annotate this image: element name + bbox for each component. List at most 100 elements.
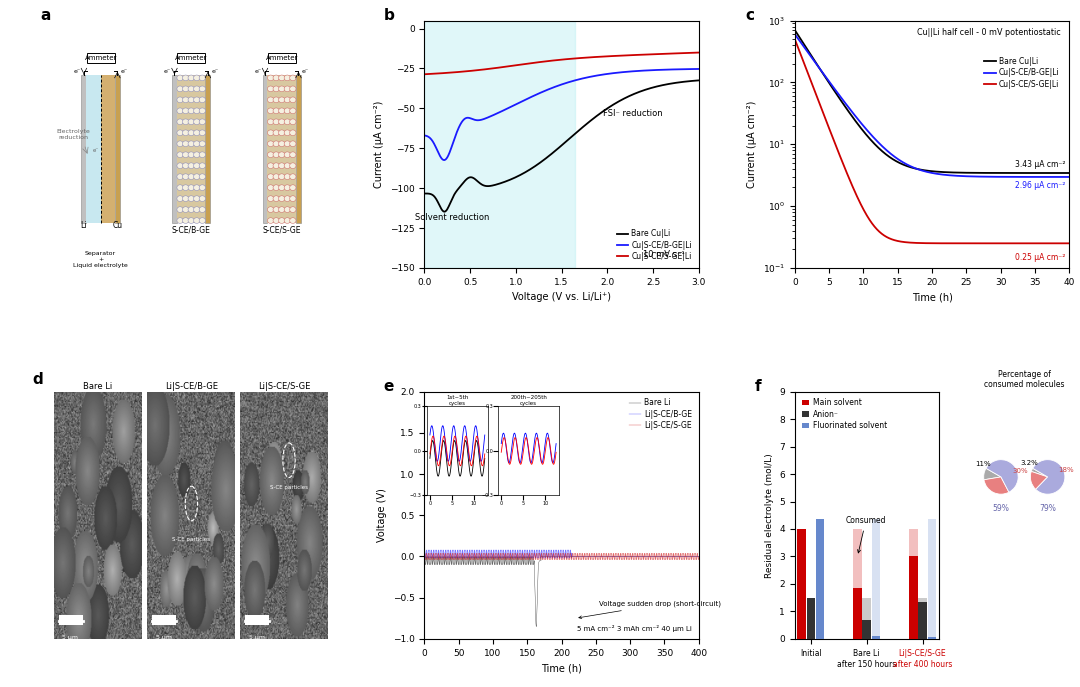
Legend: Main solvent, Anion⁻, Fluorinated solvent: Main solvent, Anion⁻, Fluorinated solven… <box>798 396 891 433</box>
Cu|S-CE/B-GE|Li <box>955 172 968 180</box>
Circle shape <box>279 86 285 91</box>
Bare Cu|Li <box>467 174 480 182</box>
Cu|S-CE/S-GE|Li <box>1025 239 1038 247</box>
Circle shape <box>279 108 285 113</box>
Line: Bare Cu|Li: Bare Cu|Li <box>795 30 1069 173</box>
Bare Li <box>535 552 548 561</box>
Circle shape <box>199 174 205 179</box>
Circle shape <box>193 141 200 146</box>
Circle shape <box>289 185 296 190</box>
Circle shape <box>279 75 285 80</box>
Circle shape <box>199 196 205 201</box>
Circle shape <box>284 86 291 91</box>
Circle shape <box>188 185 194 190</box>
Cu|S-CE/S-GE|Li <box>418 70 431 78</box>
Circle shape <box>193 130 200 135</box>
Cu|S-CE/S-GE|Li <box>580 54 593 62</box>
Bare Cu|Li <box>542 152 555 160</box>
Bare Cu|Li <box>489 181 502 189</box>
Circle shape <box>279 130 285 135</box>
Line: Cu|S-CE/S-GE|Li: Cu|S-CE/S-GE|Li <box>795 39 1069 243</box>
Text: S-CE/B-GE: S-CE/B-GE <box>172 225 211 234</box>
Circle shape <box>289 174 296 179</box>
Li|S-CE/S-GE <box>662 550 675 559</box>
Li|S-CE/B-GE <box>636 552 649 561</box>
Circle shape <box>289 218 296 223</box>
Circle shape <box>279 152 285 157</box>
Circle shape <box>188 97 194 102</box>
Title: Bare Li: Bare Li <box>83 382 112 391</box>
Circle shape <box>279 185 285 190</box>
Text: e⁻: e⁻ <box>93 148 98 153</box>
Bar <box>928 637 936 639</box>
Circle shape <box>193 152 200 157</box>
Li|S-CE/S-GE <box>643 549 656 557</box>
Y-axis label: Current (μA cm⁻²): Current (μA cm⁻²) <box>747 100 757 188</box>
Bar <box>928 519 936 639</box>
Text: e⁻: e⁻ <box>164 69 171 74</box>
Circle shape <box>199 141 205 146</box>
Circle shape <box>193 86 200 91</box>
Circle shape <box>177 196 184 201</box>
Circle shape <box>273 218 280 223</box>
Cu|S-CE/S-GE|Li <box>955 239 968 247</box>
Bare Cu|Li <box>955 168 968 177</box>
Line: Cu|S-CE/B-GE|Li: Cu|S-CE/B-GE|Li <box>795 34 1069 177</box>
Text: 10 mV s⁻¹: 10 mV s⁻¹ <box>644 250 685 259</box>
Circle shape <box>177 141 184 146</box>
Text: 5 mA cm⁻² 3 mAh cm⁻² 40 μm Li: 5 mA cm⁻² 3 mAh cm⁻² 40 μm Li <box>577 624 692 631</box>
Bar <box>58 615 83 624</box>
Li|S-CE/B-GE <box>681 552 694 561</box>
Circle shape <box>284 97 291 102</box>
Circle shape <box>279 174 285 179</box>
Bare Cu|Li <box>418 190 431 198</box>
Circle shape <box>183 141 189 146</box>
Circle shape <box>177 207 184 212</box>
Circle shape <box>188 196 194 201</box>
Cu|S-CE/S-GE|Li <box>488 64 501 72</box>
Bare Cu|Li <box>602 104 615 112</box>
Circle shape <box>199 119 205 124</box>
Circle shape <box>183 119 189 124</box>
Li|S-CE/S-GE <box>418 552 431 561</box>
Cu|S-CE/S-GE|Li <box>947 239 960 247</box>
X-axis label: Voltage (V vs. Li/Li⁺): Voltage (V vs. Li/Li⁺) <box>512 292 611 302</box>
Cu|S-CE/B-GE|Li <box>489 110 502 118</box>
Circle shape <box>273 174 280 179</box>
Bare Cu|Li <box>438 207 451 216</box>
Circle shape <box>268 130 273 135</box>
Text: Ammeter: Ammeter <box>266 55 298 61</box>
Circle shape <box>199 86 205 91</box>
Bar <box>815 519 824 639</box>
Circle shape <box>183 75 189 80</box>
Circle shape <box>268 207 273 212</box>
Circle shape <box>188 218 194 223</box>
Cu|S-CE/S-GE|Li <box>602 52 615 60</box>
Circle shape <box>273 152 280 157</box>
Cu|S-CE/S-GE|Li <box>542 57 555 65</box>
Circle shape <box>177 108 184 113</box>
Circle shape <box>273 185 280 190</box>
Text: 3.43 μA cm⁻²: 3.43 μA cm⁻² <box>1015 160 1066 169</box>
Circle shape <box>289 196 296 201</box>
Circle shape <box>289 119 296 124</box>
Circle shape <box>193 174 200 179</box>
Text: 5 μm: 5 μm <box>63 635 79 640</box>
Li|S-CE/S-GE <box>580 549 593 557</box>
Li|S-CE/S-GE <box>487 551 500 559</box>
Circle shape <box>289 97 296 102</box>
Bar <box>86 75 100 223</box>
Circle shape <box>268 119 273 124</box>
Cu|S-CE/B-GE|Li <box>418 131 431 139</box>
Circle shape <box>284 75 291 80</box>
Circle shape <box>284 130 291 135</box>
Bar <box>863 598 870 639</box>
Circle shape <box>199 130 205 135</box>
Text: e⁻: e⁻ <box>301 69 309 74</box>
Bare Li <box>445 560 458 568</box>
Circle shape <box>273 86 280 91</box>
Bare Cu|Li <box>963 169 976 177</box>
Li|S-CE/B-GE <box>480 554 492 562</box>
FancyBboxPatch shape <box>177 53 205 63</box>
Text: Solvent reduction: Solvent reduction <box>415 213 489 222</box>
